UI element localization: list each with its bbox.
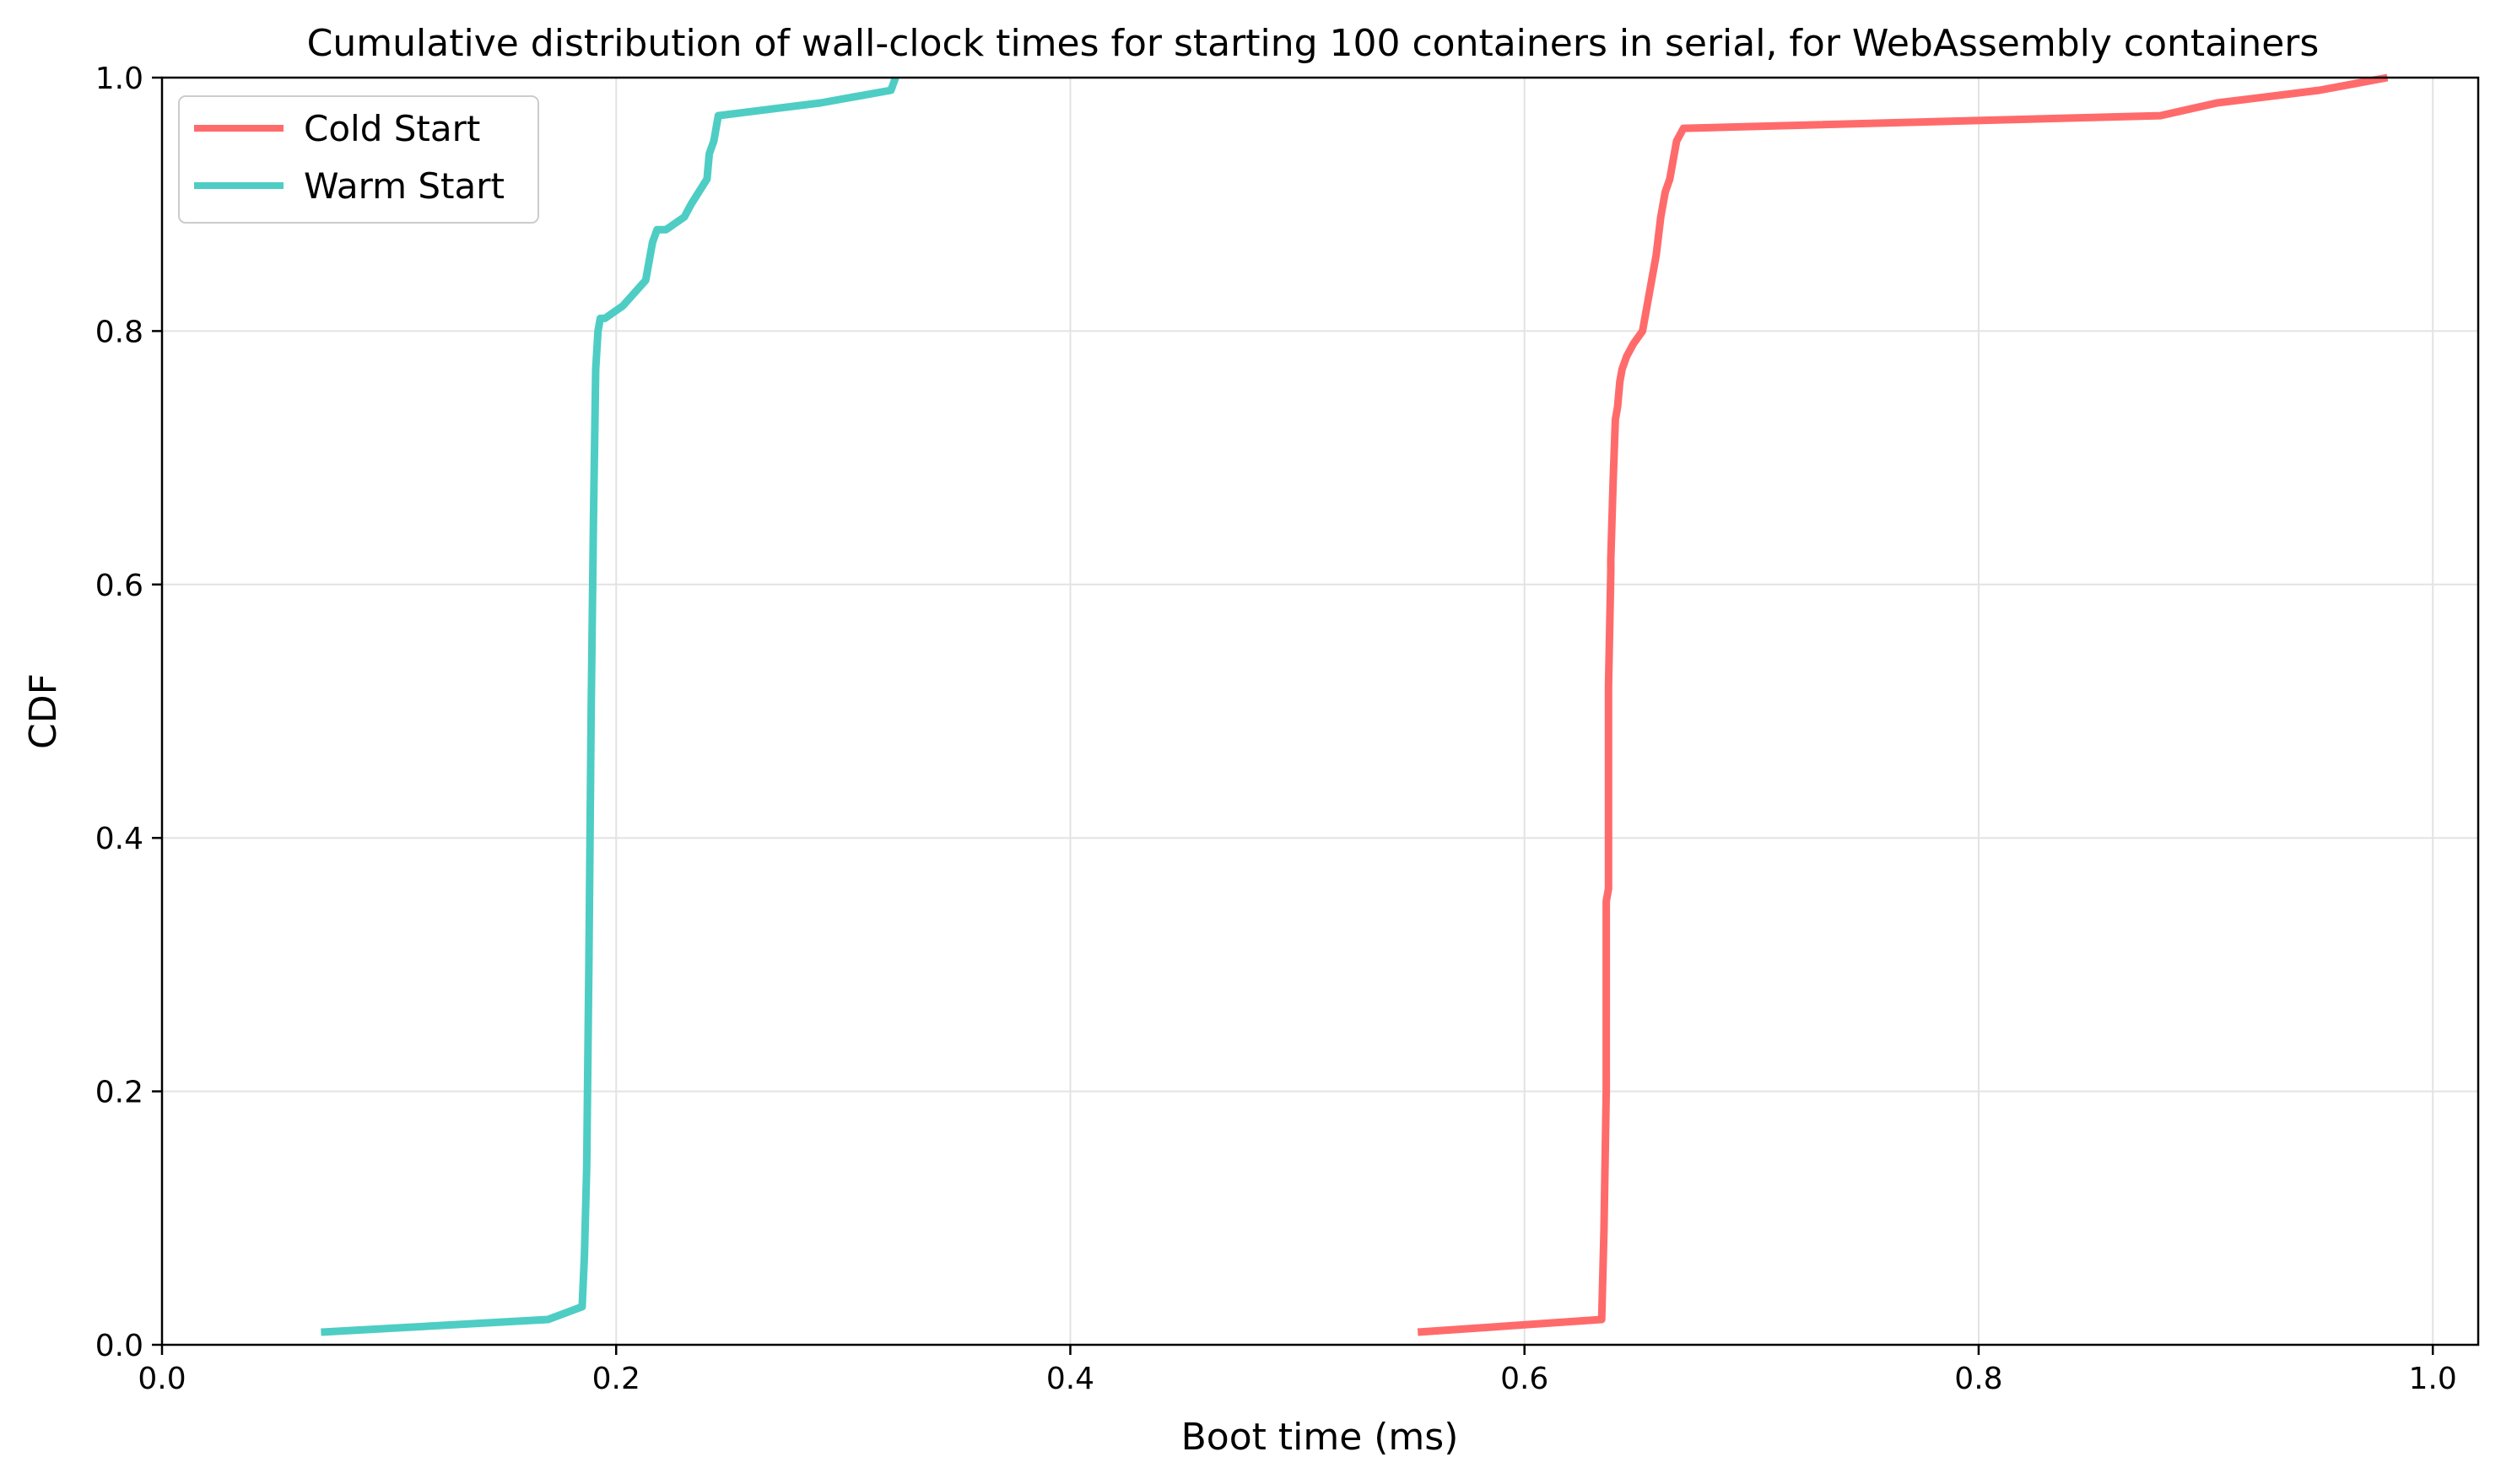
y-tick-label: 0.0 (95, 1329, 143, 1363)
x-tick-label: 0.8 (1954, 1362, 2002, 1396)
y-tick-label: 0.6 (95, 569, 143, 603)
legend-label-warm-start: Warm Start (304, 165, 505, 207)
series-line-cold-start (1417, 73, 2389, 1336)
y-tick-label: 1.0 (95, 62, 143, 96)
y-tick-label: 0.4 (95, 822, 143, 856)
series-lines (321, 73, 2389, 1336)
y-tick-label: 0.8 (95, 315, 143, 349)
plot-frame (160, 76, 2480, 1346)
legend: Cold Start Warm Start (178, 95, 539, 224)
x-tick-label: 0.4 (1046, 1362, 1094, 1396)
series-line-warm-start (321, 76, 899, 1336)
x-tick-label: 1.0 (2409, 1362, 2457, 1396)
y-tick-label: 0.2 (95, 1076, 143, 1110)
axis-ticks: 0.0 0.2 0.4 0.6 0.8 1.0 0.0 0.2 0.4 0.6 0.8 1.0 (95, 62, 2457, 1396)
x-tick-label: 0.0 (138, 1362, 186, 1396)
legend-label-cold-start: Cold Start (304, 108, 480, 149)
x-tick-label: 0.2 (592, 1362, 640, 1396)
chart-title: Cumulative distribution of wall-clock ti… (307, 22, 2320, 65)
x-axis-label: Boot time (ms) (1181, 1416, 1459, 1459)
y-axis-label: CDF (22, 673, 65, 749)
x-tick-label: 0.6 (1500, 1362, 1548, 1396)
